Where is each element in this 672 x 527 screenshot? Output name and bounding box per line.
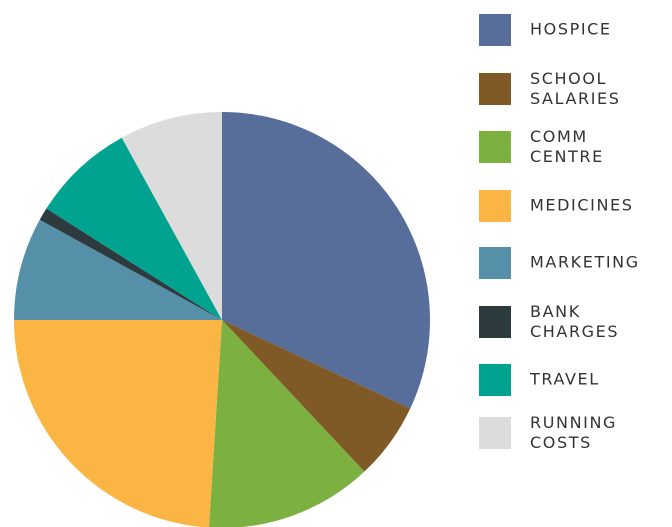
pie-slice xyxy=(121,112,222,320)
legend-swatch xyxy=(479,131,511,163)
pie-slice xyxy=(222,320,411,472)
legend-label: RUNNING COSTS xyxy=(530,413,617,452)
pie-slice xyxy=(14,320,222,527)
legend-swatch xyxy=(479,306,511,338)
legend-label-line: COSTS xyxy=(530,433,592,452)
legend-label: BANK CHARGES xyxy=(530,302,619,341)
pie-slice xyxy=(39,208,222,320)
legend-label: MEDICINES xyxy=(530,196,633,215)
legend-label: COMM CENTRE xyxy=(530,127,604,166)
legend-label-line: CHARGES xyxy=(530,322,619,341)
legend-label-line: SALARIES xyxy=(530,89,621,108)
legend-label: SCHOOL SALARIES xyxy=(530,69,621,108)
legend-label-line: SCHOOL xyxy=(530,69,607,88)
pie-slice xyxy=(208,320,365,527)
legend-label: MARKETING xyxy=(530,253,640,272)
legend-swatch xyxy=(479,73,511,105)
legend-swatch xyxy=(479,417,511,449)
legend-swatch xyxy=(479,190,511,222)
legend-swatch xyxy=(479,364,511,396)
legend-label: HOSPICE xyxy=(530,20,612,39)
legend-label-line: RUNNING xyxy=(530,413,617,432)
legend-label: TRAVEL xyxy=(529,370,600,389)
legend-label-line: CENTRE xyxy=(530,147,604,166)
legend-swatch xyxy=(479,247,511,279)
pie-slice xyxy=(46,137,222,320)
pie-slice xyxy=(14,219,222,320)
legend-swatch xyxy=(479,14,511,46)
legend-label-line: COMM xyxy=(530,127,588,146)
pie-slice xyxy=(222,112,430,409)
legend-label-line: BANK xyxy=(530,302,581,321)
